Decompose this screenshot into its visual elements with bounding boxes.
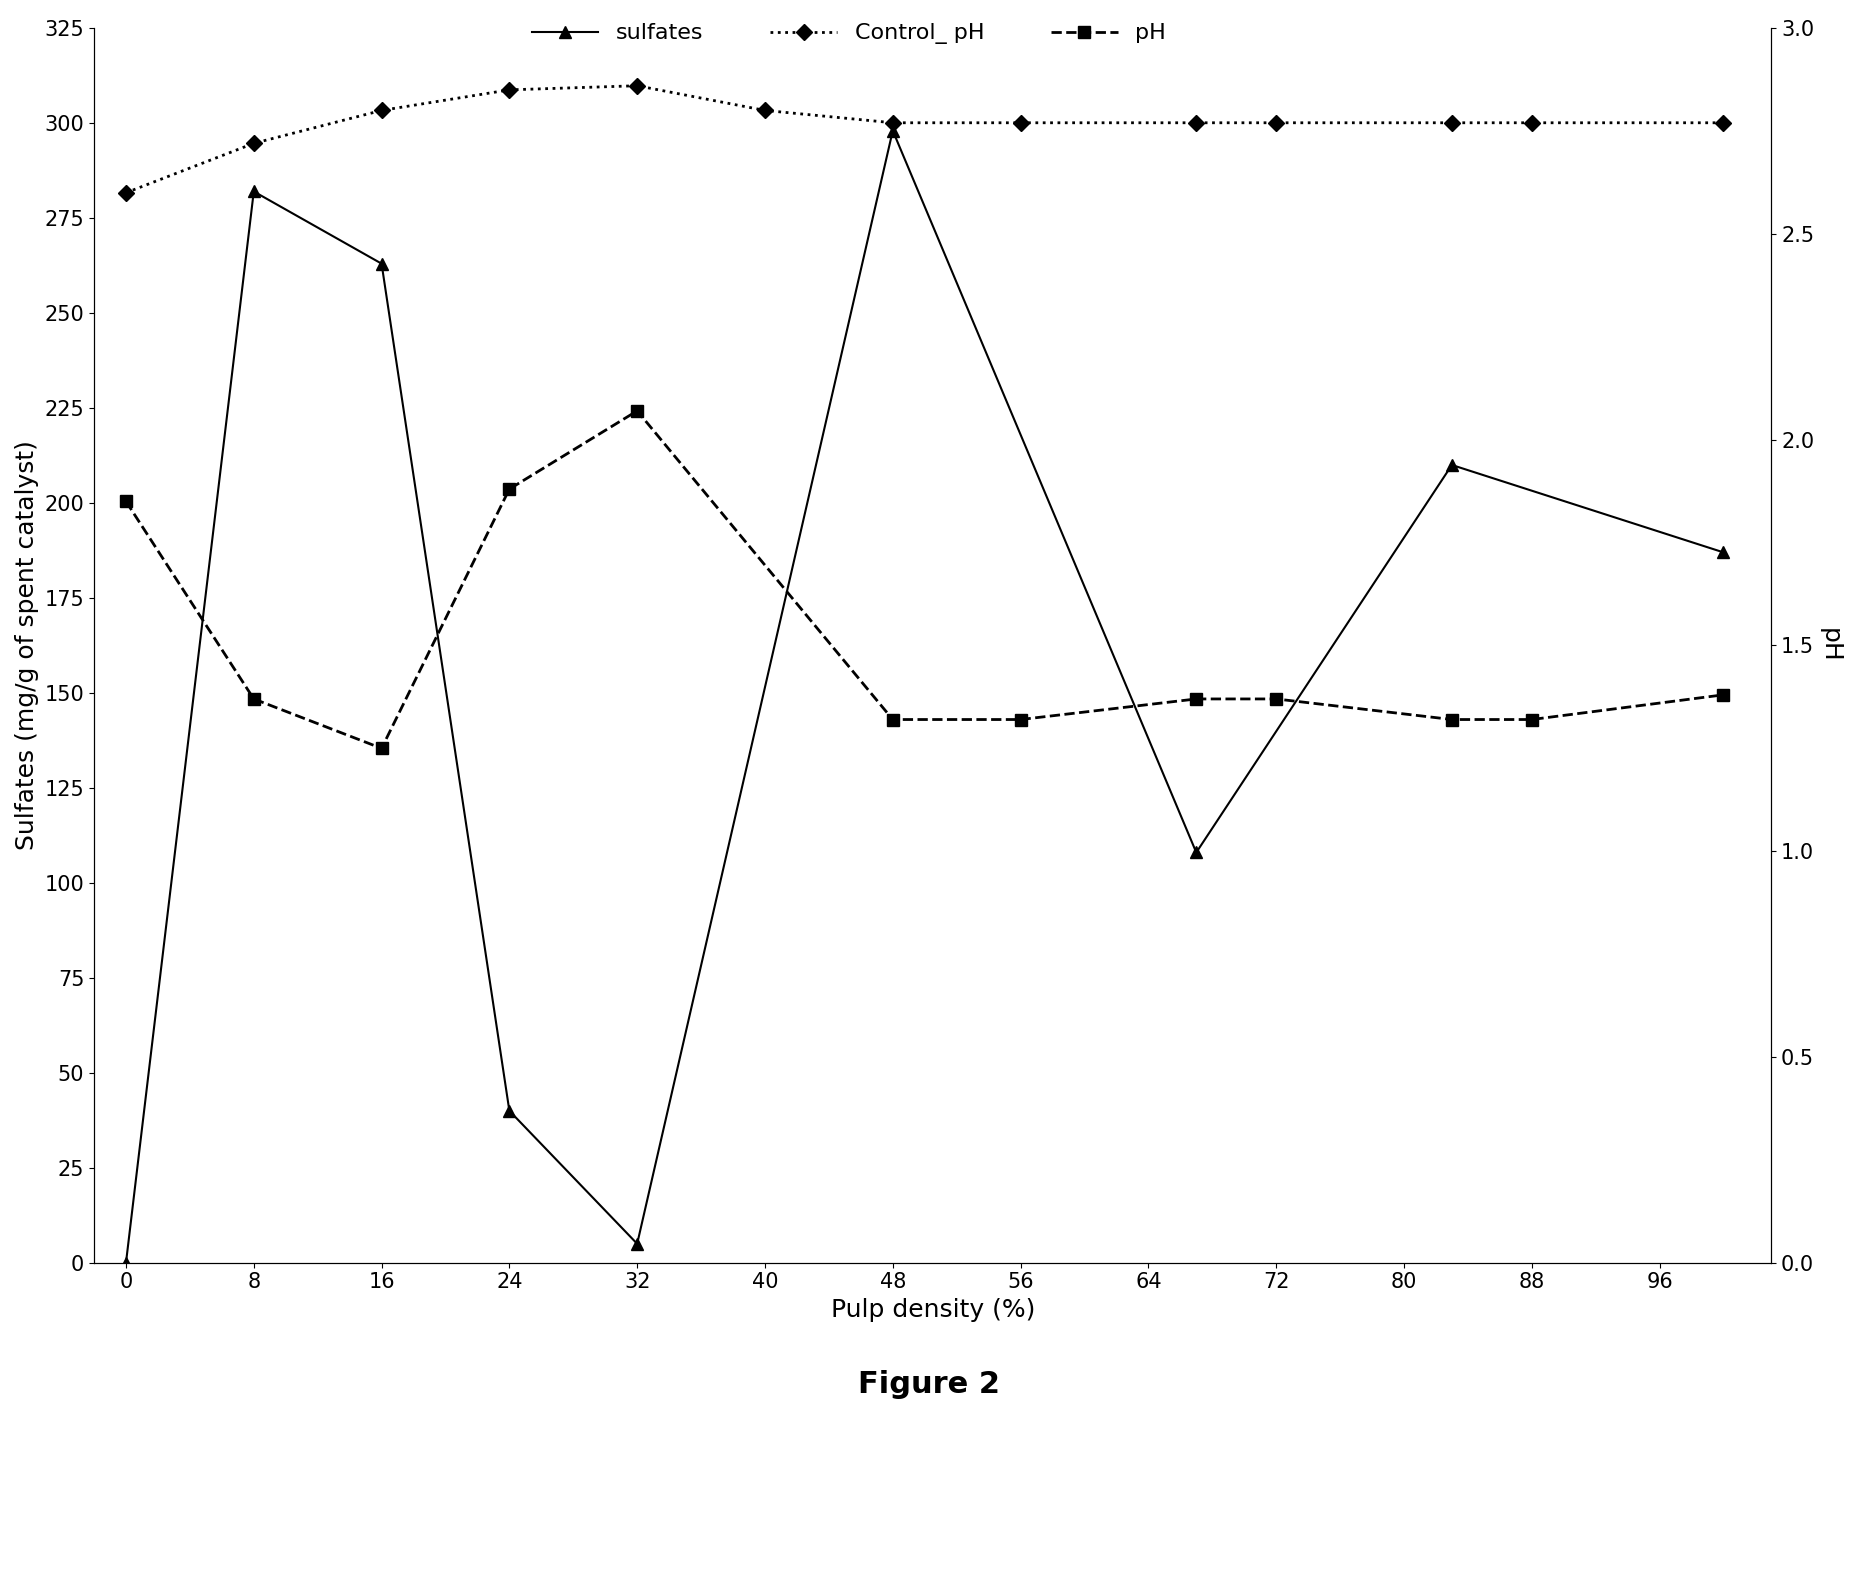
pH (243, 689, 266, 708)
Control_ pH (754, 101, 776, 120)
Control_ pH (1712, 113, 1734, 132)
Y-axis label: Sulfates (mg/g of spent catalyst): Sulfates (mg/g of spent catalyst) (15, 440, 39, 851)
sulfates (626, 1235, 648, 1254)
sulfates (243, 182, 266, 201)
sulfates (1712, 543, 1734, 562)
sulfates (115, 1254, 137, 1273)
sulfates (1441, 456, 1463, 475)
Line: Control_ pH: Control_ pH (121, 80, 1729, 198)
pH (1712, 686, 1734, 705)
sulfates (370, 255, 392, 274)
Control_ pH (626, 77, 648, 96)
Control_ pH (1185, 113, 1207, 132)
pH (1441, 709, 1463, 728)
Control_ pH (1265, 113, 1287, 132)
pH (1185, 689, 1207, 708)
Line: sulfates: sulfates (119, 124, 1729, 1269)
pH (1521, 709, 1543, 728)
Control_ pH (243, 134, 266, 153)
Control_ pH (498, 80, 520, 99)
Text: Figure 2: Figure 2 (858, 1370, 999, 1398)
pH (370, 739, 392, 758)
Legend: sulfates, Control_ pH, pH: sulfates, Control_ pH, pH (522, 14, 1175, 53)
pH (1265, 689, 1287, 708)
pH (626, 401, 648, 420)
X-axis label: Pulp density (%): Pulp density (%) (830, 1298, 1034, 1321)
Control_ pH (1521, 113, 1543, 132)
Control_ pH (115, 184, 137, 203)
sulfates (498, 1101, 520, 1120)
sulfates (882, 121, 904, 140)
Control_ pH (370, 101, 392, 120)
pH (498, 480, 520, 499)
pH (1010, 709, 1032, 728)
Control_ pH (1010, 113, 1032, 132)
Control_ pH (882, 113, 904, 132)
pH (882, 709, 904, 728)
pH (115, 492, 137, 511)
Y-axis label: pH: pH (1818, 628, 1842, 662)
sulfates (1185, 843, 1207, 862)
Line: pH: pH (119, 404, 1729, 755)
Control_ pH (1441, 113, 1463, 132)
